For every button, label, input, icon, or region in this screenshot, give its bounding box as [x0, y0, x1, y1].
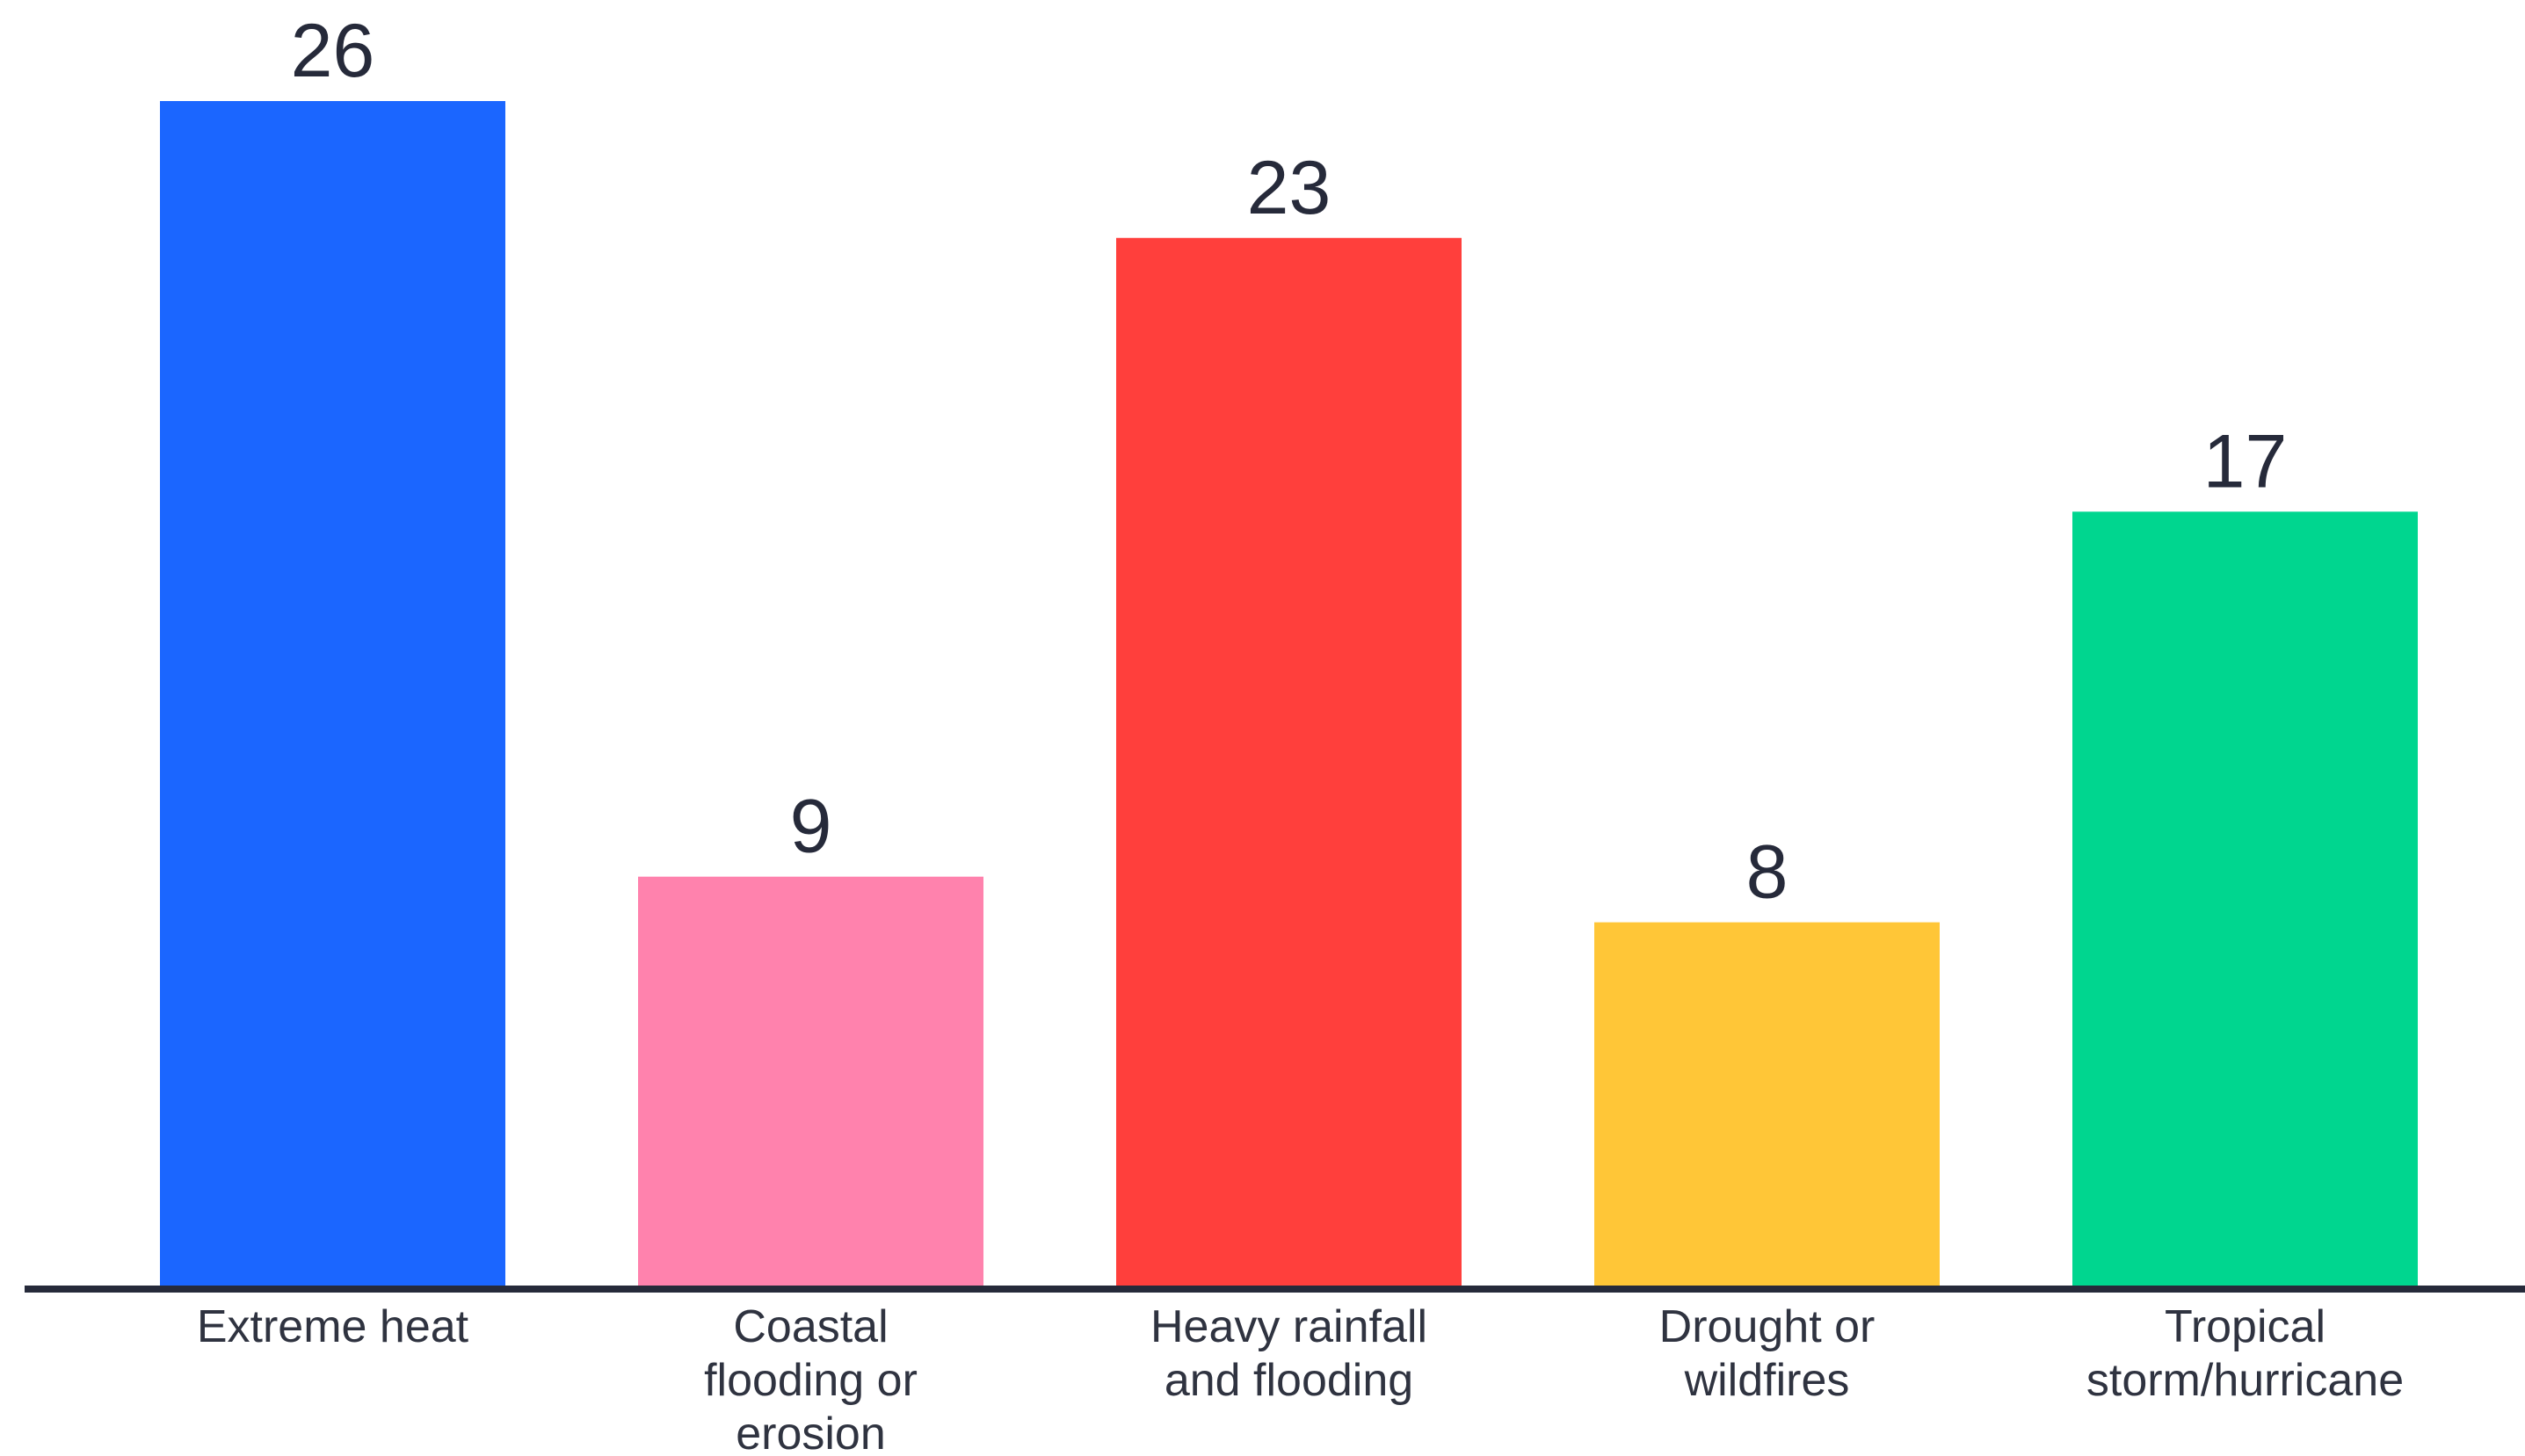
- bars-group: [160, 101, 2418, 1287]
- bar-value-label: 26: [291, 9, 375, 93]
- bar: [160, 101, 505, 1287]
- bar: [2072, 511, 2418, 1287]
- category-label: Tropical: [2165, 1301, 2325, 1352]
- category-label: and flooding: [1165, 1355, 1413, 1406]
- category-label: Extreme heat: [197, 1301, 469, 1352]
- category-label: wildfires: [1684, 1355, 1850, 1406]
- bar-value-label: 8: [1746, 830, 1789, 915]
- category-label: Coastal: [733, 1301, 888, 1352]
- bar: [638, 876, 983, 1287]
- value-labels-group: 26 9 23 8 17: [291, 9, 2288, 915]
- category-label: flooding or: [704, 1355, 918, 1406]
- bar: [1116, 237, 1462, 1287]
- bar-value-label: 9: [790, 785, 832, 869]
- category-label: Heavy rainfall: [1150, 1301, 1427, 1352]
- category-label: erosion: [736, 1409, 886, 1456]
- category-label: storm/hurricane: [2086, 1355, 2404, 1406]
- bar-value-label: 23: [1247, 146, 1331, 230]
- bar-value-label: 17: [2203, 419, 2288, 503]
- bar: [1594, 922, 1940, 1287]
- category-label: Drought or: [1659, 1301, 1876, 1352]
